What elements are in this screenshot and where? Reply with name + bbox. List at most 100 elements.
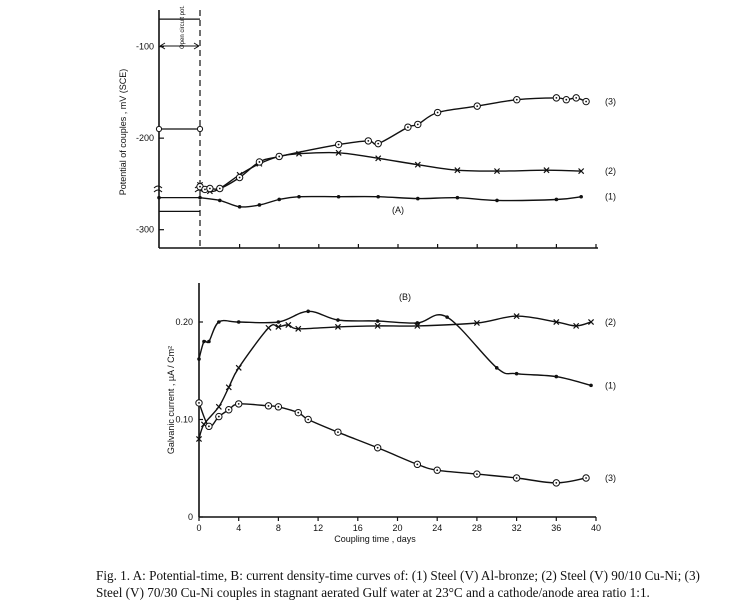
panel-a-series-1-dot-marker — [416, 196, 420, 201]
panel-b-series-3-circle-marker-center — [555, 481, 558, 484]
panel-a-series-3-circle-marker-center — [199, 185, 201, 188]
panel-a-series-label-1: (1) — [605, 192, 616, 202]
panel-b-series-1-dot-marker — [202, 339, 206, 344]
panel-a-series-1-dot-marker — [376, 194, 381, 199]
panel-a-series-2-x-marker — [335, 149, 342, 156]
panel-a-series-1-dot-marker — [257, 203, 262, 207]
panel-a-series-3-circle-marker-center — [238, 176, 241, 179]
panel-b-series-2-x-marker — [225, 384, 232, 391]
panel-b-series-1-dot-marker — [236, 320, 241, 324]
panel-b-series-1-dot-marker — [306, 309, 310, 314]
panel-a-series-3-circle-marker-center — [258, 161, 261, 163]
panel-b-series-3-circle-marker-center — [416, 463, 419, 466]
panel-b-series-1-dot-marker — [514, 371, 519, 376]
panel-a-series-3-circle-marker-center — [416, 123, 419, 126]
panel-a-markers — [196, 94, 590, 209]
panel-b-series-1-dot-marker — [197, 357, 201, 361]
panel-b-series-1-dot-marker — [445, 315, 449, 319]
panel-b-series-3-circle-marker-center — [515, 477, 518, 479]
panel-a-series-line-3 — [199, 97, 587, 191]
panel-b-series-3-circle-marker-center — [376, 446, 379, 449]
panel-a-series-2-x-marker — [543, 167, 550, 174]
panel-b-x-tick-label: 32 — [512, 523, 522, 533]
panel-b-y-tick-label: 0.10 — [175, 415, 193, 425]
panel-b-series-3-circle-marker-center — [476, 473, 478, 475]
panel-b-series-3-circle-marker-center — [227, 408, 230, 411]
panel-b-series-2-x-marker — [215, 403, 222, 410]
panel-a-series-3-circle-marker-center — [436, 111, 439, 114]
panel-a-series-2-x-marker — [414, 161, 421, 168]
panel-a-series-label-3: (3) — [605, 97, 616, 107]
panel-a-series-1-dot-marker — [336, 194, 341, 199]
panel-a-curves — [199, 97, 587, 208]
panel-a-y-axis-title: Potential of couples , mV (SCE) — [118, 69, 128, 196]
panel-b-y-tick-label: 0.20 — [175, 317, 193, 327]
panel-b-series-line-1 — [198, 310, 592, 387]
panel-b-series-label-2: (2) — [605, 317, 616, 327]
panel-a-series-1-dot-marker — [237, 205, 242, 209]
panel-a-series-2-x-marker — [454, 167, 461, 174]
panel-b-curves — [198, 310, 592, 484]
open-circuit-lines — [155, 18, 204, 213]
panel-b-series-3-circle-marker-center — [237, 403, 240, 405]
panel-a-series-1-dot-marker — [455, 195, 460, 200]
panel-b-series-1-dot-marker — [375, 319, 380, 323]
panel-a-series-3-circle-marker-center — [407, 126, 409, 129]
panel-a-ticks: -100 -200 -300 — [136, 42, 597, 248]
panel-a-series-2-x-marker — [493, 168, 501, 175]
panel-b-current-time: Galvanic current , µA / Cm² Coupling tim… — [166, 283, 616, 544]
open-circuit-label: Open circuit pot. — [180, 5, 186, 49]
panel-b-x-tick-label: 24 — [432, 523, 442, 533]
panel-a-series-3-circle-marker-center — [575, 96, 578, 99]
panel-b-series-2-x-marker — [275, 323, 282, 330]
panel-b-series-1-dot-marker — [494, 366, 499, 370]
panel-b-series-3-circle-marker-center — [277, 405, 280, 408]
panel-b-x-tick-label: 28 — [472, 523, 482, 533]
panel-a-curve-labels: (1) (2) (3) — [605, 97, 616, 202]
panel-a-series-3-circle-marker-center — [565, 98, 568, 101]
panel-b-series-1-dot-marker — [217, 320, 221, 324]
panel-b-y-tick-label: 0 — [188, 512, 193, 522]
panel-a-series-1-dot-marker — [198, 195, 202, 200]
panel-a-series-3-circle-marker-center — [476, 105, 479, 108]
panel-b-series-1-dot-marker — [554, 374, 559, 379]
panel-b-series-line-3 — [198, 402, 587, 484]
panel-b-series-2-x-marker — [414, 322, 421, 329]
panel-b-x-tick-label: 4 — [236, 523, 241, 533]
panel-b-y-axis-title: Galvanic current , µA / Cm² — [166, 346, 176, 454]
axis-break-mark — [153, 185, 163, 193]
panel-a-series-line-1 — [199, 195, 582, 208]
panel-b-series-2-x-marker — [374, 322, 381, 329]
panel-a-series-3-circle-marker-center — [204, 188, 206, 191]
panel-b-series-3-circle-marker-center — [208, 425, 210, 428]
panel-a-series-1-dot-marker — [297, 194, 301, 199]
panel-a-series-label-2: (2) — [605, 166, 616, 176]
figure: Open circuit pot. Potential of couples ,… — [118, 5, 616, 544]
panel-b-series-2-x-marker — [513, 313, 520, 320]
panel-b-x-tick-label: 40 — [591, 523, 601, 533]
panel-a-potential-time: Open circuit pot. Potential of couples ,… — [118, 5, 616, 249]
panel-a-series-3-circle-marker-center — [209, 187, 211, 190]
panel-b-x-tick-label: 16 — [353, 523, 363, 533]
panel-b-series-1-dot-marker — [589, 383, 593, 388]
panel-a-series-3-circle-marker-center — [555, 96, 558, 99]
panel-a-label: (A) — [392, 205, 404, 215]
panel-b-ticks: 0 0.10 0.20 0 4 8 12 16 20 24 28 32 36 40 — [175, 317, 601, 533]
open-circuit-dot-marker — [157, 195, 161, 200]
panel-b-label: (B) — [399, 292, 411, 302]
panel-b-series-3-circle-marker-center — [436, 469, 439, 472]
panel-b-x-tick-label: 12 — [313, 523, 323, 533]
panel-b-series-label-1: (1) — [605, 380, 616, 390]
panel-a-series-1-dot-marker — [579, 194, 583, 199]
open-circuit-circle-marker — [155, 125, 163, 133]
panel-b-x-tick-label: 8 — [276, 523, 281, 533]
figure-caption: Fig. 1. A: Potential-time, B: current de… — [96, 568, 700, 600]
panel-a-series-3-circle-marker-center — [377, 142, 380, 145]
panel-a-series-3-circle-marker-center — [515, 98, 518, 101]
panel-b-series-label-3: (3) — [605, 473, 616, 483]
panel-b-series-1-dot-marker — [276, 320, 281, 324]
panel-b-x-tick-label: 36 — [551, 523, 561, 533]
panel-b-x-tick-label: 0 — [196, 523, 201, 533]
panel-b-markers — [195, 309, 595, 487]
panel-b-series-1-dot-marker — [336, 318, 340, 322]
